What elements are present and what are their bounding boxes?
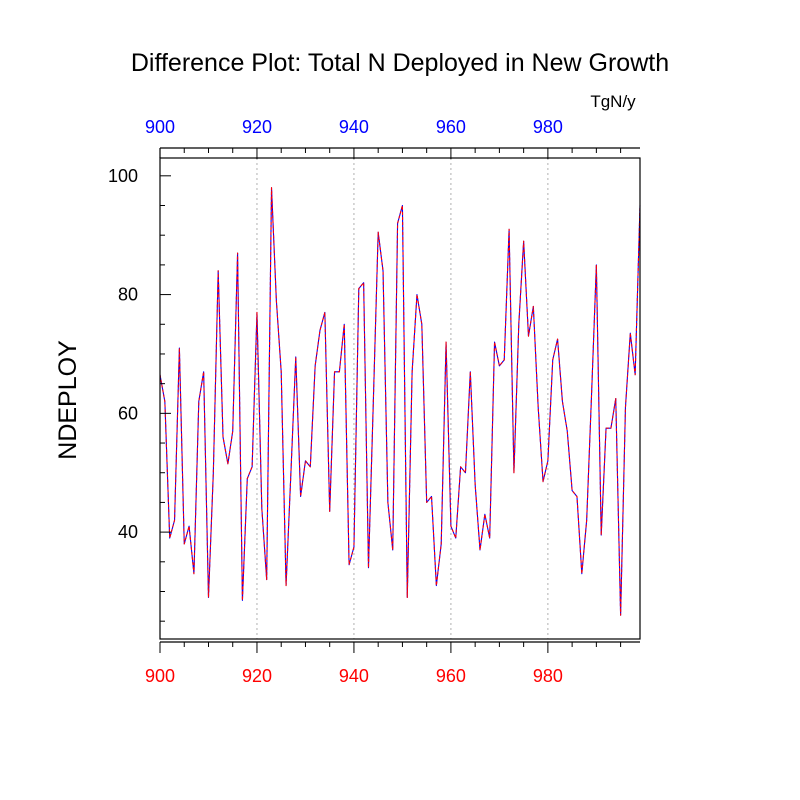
axes: 900 900 920 920 940 940 960 960 980 980 40 60 80 100 bbox=[108, 117, 640, 686]
series-lines bbox=[159, 187, 641, 616]
x-tick-label-top: 960 bbox=[436, 117, 466, 137]
y-tick-label: 80 bbox=[118, 285, 138, 305]
plot-frame bbox=[159, 157, 641, 640]
x-tick-label-top: 940 bbox=[339, 117, 369, 137]
series-line-run-2 bbox=[159, 187, 641, 616]
series-line-run-1 bbox=[159, 187, 641, 616]
x-tick-label-bottom: 940 bbox=[339, 666, 369, 686]
x-tick-label-bottom: 960 bbox=[436, 666, 466, 686]
x-tick-label-top: 920 bbox=[242, 117, 272, 137]
x-tick-label-top: 900 bbox=[145, 117, 175, 137]
x-tick-label-bottom: 920 bbox=[242, 666, 272, 686]
grid bbox=[256, 158, 549, 639]
y-tick-label: 100 bbox=[108, 166, 138, 186]
x-tick-label-top: 980 bbox=[533, 117, 563, 137]
y-tick-label: 40 bbox=[118, 522, 138, 542]
y-axis-label: NDEPLOY bbox=[54, 340, 82, 460]
chart-title: Difference Plot: Total N Deployed in New… bbox=[131, 49, 669, 77]
x-tick-label-bottom: 900 bbox=[145, 666, 175, 686]
x-tick-label-bottom: 980 bbox=[533, 666, 563, 686]
units-label: TgN/y bbox=[590, 92, 636, 111]
y-tick-label: 60 bbox=[118, 403, 138, 423]
